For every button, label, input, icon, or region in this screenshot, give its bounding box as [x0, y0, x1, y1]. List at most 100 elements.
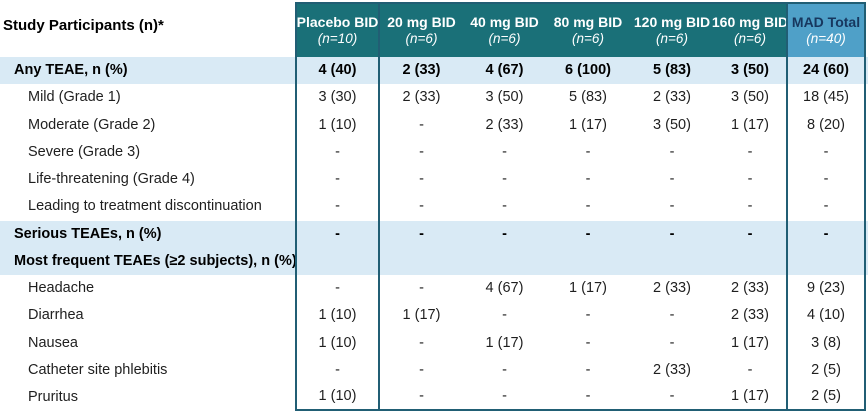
value-cell: 2 (33): [653, 361, 691, 378]
value-cell: -: [502, 225, 507, 242]
value-cell: 1 (10): [295, 329, 378, 357]
value-cell: -: [295, 193, 378, 221]
value-cell: 2 (33): [653, 280, 691, 297]
column-label: 80 mg BID: [553, 13, 623, 30]
column-label: 20 mg BID: [387, 13, 456, 30]
column-n: (n=6): [734, 31, 766, 47]
table-row: Life-threatening (Grade 4) -------: [0, 166, 868, 194]
value-cell: -: [546, 384, 630, 412]
value-cell: -: [378, 329, 463, 357]
column-label: 120 mg BID: [633, 13, 711, 30]
value-cell: 3 (50): [731, 89, 769, 106]
table-row: Serious TEAEs, n (%) -------: [0, 220, 868, 248]
value-cell: [463, 248, 546, 275]
value-cell: 24 (60): [786, 57, 866, 85]
value-cell: 3 (50): [485, 89, 524, 106]
value-cell: -: [585, 171, 591, 188]
row-label: Nausea: [28, 334, 78, 351]
column-label: Placebo BID: [296, 13, 379, 30]
value-cell: 2 (33): [485, 116, 524, 133]
value-cell: 6 (100): [565, 62, 611, 79]
column-header-120mg-bid: 120 mg BID (n=6): [630, 2, 714, 57]
column-label: 40 mg BID: [470, 13, 539, 30]
row-label: Most frequent TEAEs (≥2 subjects), n (%): [14, 252, 297, 269]
value-cell: 1 (10): [295, 384, 378, 412]
value-cell: -: [747, 171, 753, 188]
value-cell: -: [786, 138, 866, 166]
value-cell: -: [378, 193, 463, 221]
value-cell: [630, 248, 714, 275]
value-cell: 1 (17): [569, 280, 607, 297]
value-cell: -: [295, 356, 378, 384]
value-cell: -: [378, 356, 463, 384]
value-cell: -: [378, 384, 463, 412]
value-cell: -: [378, 138, 463, 166]
column-header-160mg-bid: 160 mg BID (n=6): [711, 2, 789, 57]
value-cell: -: [295, 220, 378, 248]
value-cell: 1 (17): [731, 116, 769, 133]
row-label: Moderate (Grade 2): [28, 116, 156, 133]
column-n: (n=40): [806, 31, 846, 47]
column-header-80mg-bid: 80 mg BID (n=6): [546, 2, 630, 57]
table-row: Severe (Grade 3) -------: [0, 138, 868, 166]
value-cell: -: [669, 171, 675, 188]
value-cell: -: [669, 143, 675, 160]
column-header-20mg-bid: 20 mg BID (n=6): [378, 2, 463, 57]
table-row: Moderate (Grade 2) 1 (10) - 2 (33) 1 (17) 3 …: [0, 111, 868, 139]
table-body: Any TEAE, n (%) 4 (40) 2 (33) 4 (67) 6 (100…: [0, 57, 868, 412]
row-label: Any TEAE, n (%): [14, 62, 128, 79]
value-cell: 1 (17): [731, 334, 769, 351]
value-cell: 2 (33): [731, 307, 769, 324]
value-cell: 1 (17): [569, 116, 607, 133]
value-cell: -: [502, 198, 507, 215]
row-label: Diarrhea: [28, 307, 84, 324]
value-cell: 2 (33): [378, 57, 463, 85]
value-cell: -: [786, 193, 866, 221]
value-cell: 1 (17): [714, 384, 786, 412]
value-cell: -: [747, 198, 753, 215]
table-row: Nausea 1 (10) -1 (17) - -1 (17) 3 (8): [0, 329, 868, 357]
row-label: Leading to treatment discontinuation: [28, 198, 262, 215]
table-row: Catheter site phlebitis ----2 (33) -2 (5): [0, 356, 868, 384]
column-label: MAD Total: [791, 13, 861, 30]
value-cell: -: [502, 307, 507, 324]
value-cell: 1 (10): [295, 302, 378, 330]
value-cell: 3 (50): [731, 62, 769, 79]
value-cell: -: [378, 166, 463, 194]
column-n: (n=6): [572, 31, 604, 47]
value-cell: -: [502, 143, 507, 160]
value-cell: -: [378, 275, 463, 303]
table-row: Any TEAE, n (%) 4 (40) 2 (33) 4 (67) 6 (100…: [0, 57, 868, 85]
value-cell: -: [585, 307, 591, 324]
value-cell: -: [463, 384, 546, 412]
value-cell: -: [585, 361, 591, 378]
value-cell: 2 (5): [786, 384, 866, 412]
column-n: (n=10): [317, 31, 358, 47]
column-header-40mg-bid: 40 mg BID (n=6): [463, 2, 546, 57]
value-cell: 4 (40): [295, 57, 378, 85]
value-cell: [546, 248, 630, 275]
row-label: Mild (Grade 1): [28, 89, 121, 106]
column-label: 160 mg BID: [711, 13, 789, 30]
value-cell: -: [669, 225, 675, 242]
value-cell: 1 (17): [485, 334, 524, 351]
table-row: Most frequent TEAEs (≥2 subjects), n (%): [0, 247, 868, 275]
row-label: Serious TEAEs, n (%): [14, 225, 162, 242]
table-row: Mild (Grade 1) 3 (30) 2 (33) 3 (50) 5 (83) 2…: [0, 84, 868, 112]
value-cell: 18 (45): [786, 84, 866, 112]
row-label: Life-threatening (Grade 4): [28, 171, 195, 188]
column-n: (n=6): [405, 31, 438, 47]
table-row: Diarrhea 1 (10) 1 (17) - - - 2 (33) 4 (10): [0, 302, 868, 330]
column-header-placebo-bid: Placebo BID (n=10): [295, 2, 378, 57]
value-cell: 1 (17): [378, 302, 463, 330]
table-row: Headache -- 4 (67) 1 (17) 2 (33) 2 (33) 9 (23…: [0, 275, 868, 303]
value-cell: -: [786, 166, 866, 194]
value-cell: 2 (5): [786, 356, 866, 384]
value-cell: 5 (83): [569, 89, 607, 106]
value-cell: 5 (83): [653, 62, 691, 79]
value-cell: -: [669, 334, 675, 351]
value-cell: -: [585, 143, 591, 160]
table-row: Pruritus 1 (10) - - - -1 (17) 2 (5): [0, 384, 868, 412]
value-cell: 2 (33): [731, 280, 769, 297]
